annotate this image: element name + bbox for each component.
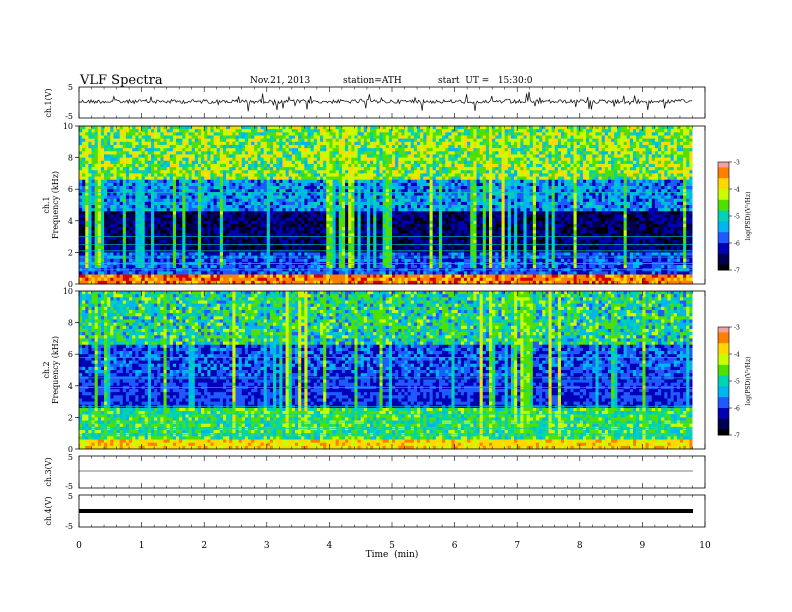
- colorbar-tick-label: -4: [734, 187, 740, 194]
- figure-title: VLF Spectra: [79, 73, 163, 88]
- freq-tick-label: 2: [68, 248, 73, 257]
- time-tick-label: 9: [640, 541, 646, 551]
- time-tick-label: 6: [452, 541, 458, 551]
- colorbar-tick-label: -7: [734, 268, 740, 275]
- time-tick-label: 2: [201, 541, 207, 551]
- date-label: Nov.21, 2013: [250, 76, 311, 86]
- station-label: station=ATH: [343, 76, 402, 86]
- ch3-ytick-top: 5: [68, 453, 73, 462]
- ch1-waveform-ylabel: ch.1(V): [44, 88, 53, 117]
- ch1-ytick-top: 5: [68, 83, 73, 92]
- time-tick-label: 7: [514, 541, 520, 551]
- time-tick-label: 4: [327, 541, 333, 551]
- freq-tick-label: 10: [63, 122, 73, 131]
- ch1-spectrogram-channel-label: ch.1: [42, 196, 51, 213]
- ch2-spectrogram-ylabel: Frequency (kHz): [51, 336, 60, 404]
- colorbar-tick-label: -3: [734, 160, 740, 167]
- colorbar-tick-label: -3: [734, 325, 740, 332]
- ch1-colorbar: -3 -4 -5 -6 -7 log(PSD)(V²/Hz): [718, 160, 752, 275]
- ch2-spectrogram-image: [79, 291, 705, 449]
- colorbar-tick-label: -4: [734, 352, 740, 359]
- ch1-spectrogram-ylabel: Frequency (kHz): [51, 171, 60, 239]
- time-tick-label: 0: [76, 541, 82, 551]
- freq-tick-label: 4: [68, 382, 73, 391]
- time-tick-label: 3: [264, 541, 270, 551]
- ch3-waveform-panel: 5 -5 ch.3(V): [44, 453, 705, 491]
- time-tick-label: 1: [139, 541, 145, 551]
- colorbar-tick-label: -6: [734, 406, 740, 413]
- time-tick-label: 10: [699, 541, 711, 551]
- colorbar-tick-label: -5: [734, 379, 740, 386]
- vlf-spectra-figure: VLF Spectra Nov.21, 2013 station=ATH sta…: [0, 0, 792, 612]
- freq-tick-label: 2: [68, 413, 73, 422]
- freq-tick-label: 10: [63, 287, 73, 296]
- ch4-waveform-trace: [79, 509, 693, 513]
- colorbar-tick-label: -6: [734, 241, 740, 248]
- ch4-waveform-panel: 5 -5 ch.4(V): [44, 492, 705, 531]
- ch2-colorbar: -3 -4 -5 -6 -7 log(PSD)(V²/Hz): [718, 325, 752, 440]
- colorbar-tick-label: -7: [734, 433, 740, 440]
- start-time-label: start UT = 15:30:0: [438, 76, 533, 86]
- freq-tick-label: 6: [68, 350, 73, 359]
- freq-tick-label: 8: [68, 319, 73, 328]
- ch1-waveform-panel: 5 -5 ch.1(V): [44, 83, 705, 121]
- time-tick-label: 8: [577, 541, 583, 551]
- ch4-ytick-bottom: -5: [65, 522, 73, 531]
- ch3-waveform-ylabel: ch.3(V): [44, 457, 53, 486]
- ch3-ytick-bottom: -5: [65, 482, 73, 491]
- freq-tick-label: 6: [68, 185, 73, 194]
- freq-tick-label: 4: [68, 217, 73, 226]
- ch4-waveform-ylabel: ch.4(V): [44, 496, 53, 525]
- ch1-ytick-bottom: -5: [65, 112, 73, 121]
- ch4-ytick-top: 5: [68, 492, 73, 501]
- ch1-spectrogram-image: [79, 126, 705, 284]
- freq-tick-label: 8: [68, 154, 73, 163]
- ch1-waveform-trace: [79, 92, 692, 112]
- ch1-colorbar-label: log(PSD)(V²/Hz): [745, 192, 752, 241]
- ch2-colorbar-label: log(PSD)(V²/Hz): [745, 357, 752, 406]
- ch2-spectrogram-channel-label: ch.2: [42, 361, 51, 378]
- colorbar-tick-label: -5: [734, 214, 740, 221]
- x-axis-label: Time (min): [366, 549, 419, 560]
